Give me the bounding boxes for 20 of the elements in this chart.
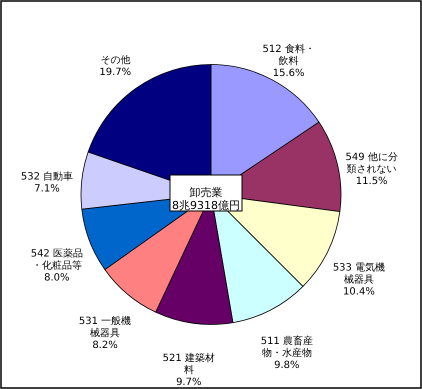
slice-label: 533 電気機械器具	[332, 262, 386, 286]
slice-label: その他	[100, 54, 130, 66]
data-label: 9.8%	[274, 360, 300, 372]
data-label: 10.4%	[343, 286, 375, 298]
data-label: 9.7%	[176, 376, 202, 388]
data-label: 15.6%	[272, 68, 305, 79]
text: 8兆9318億円	[172, 199, 240, 212]
data-label: 7.1%	[34, 183, 60, 194]
data-label: 8.0%	[44, 272, 70, 284]
slice-label: 542 医薬品・化粧品等	[30, 247, 83, 272]
slice-label: 512 食料・飲料	[262, 42, 315, 67]
slice-label: 531 一般機械器具	[78, 314, 132, 339]
slice-label: 549 他に分類されない	[346, 150, 398, 175]
slice-label: 532 自動車	[20, 170, 74, 182]
text: 卸売業	[190, 186, 222, 199]
data-label: 8.2%	[92, 340, 118, 351]
data-label: 19.7%	[99, 67, 132, 78]
slice-label: 511 農畜産物・水産物	[260, 335, 313, 360]
data-label: 11.5%	[356, 176, 388, 187]
slice-label: 521 建築材料	[162, 352, 215, 376]
